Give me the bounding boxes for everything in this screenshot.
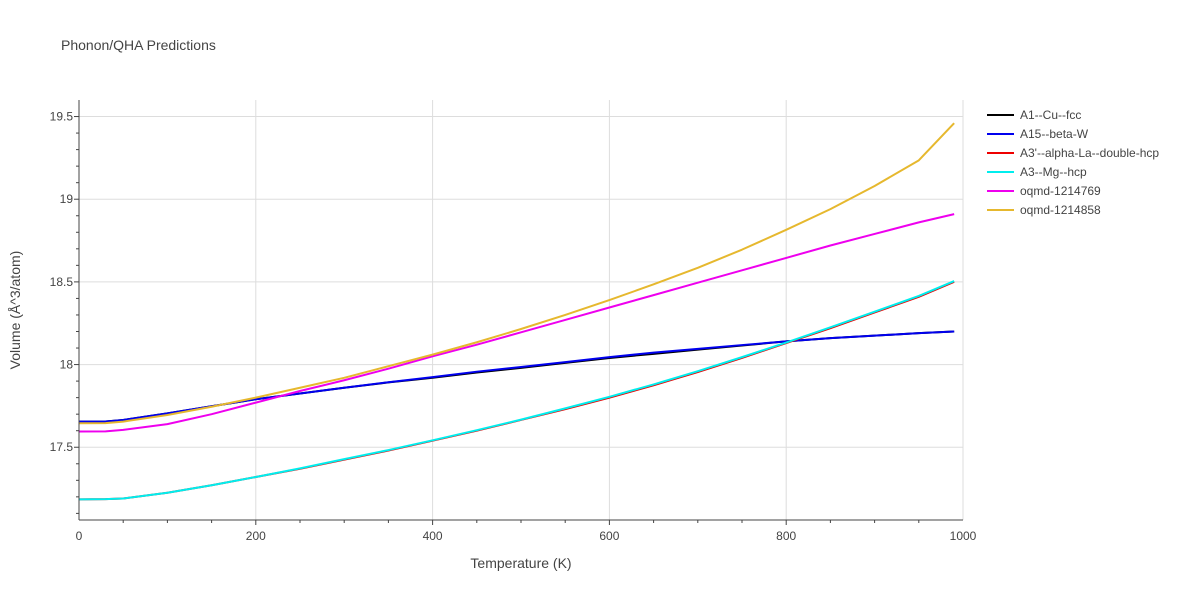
y-tick-label: 19.5 — [50, 110, 74, 124]
series-line-2 — [78, 330, 955, 423]
series-line-1 — [78, 330, 955, 423]
series-line-6 — [78, 122, 955, 425]
y-axis-ticks: 17.5 18 18.5 19 19.5 — [50, 110, 79, 514]
legend-item-label: A1--Cu--fcc — [1020, 108, 1081, 122]
x-axis-ticks: 0 200 400 600 800 1000 — [76, 520, 977, 543]
y-tick-label: 19 — [60, 192, 74, 206]
x-tick-label: 200 — [246, 529, 266, 543]
chart-title: Phonon/QHA Predictions — [61, 37, 216, 53]
series-line-5 — [78, 213, 955, 433]
x-tick-label: 0 — [76, 529, 83, 543]
x-axis-title: Temperature (K) — [470, 555, 571, 571]
grid — [79, 100, 964, 520]
x-tick-label: 600 — [599, 529, 619, 543]
legend-item-label: A3--Mg--hcp — [1020, 165, 1087, 179]
y-tick-label: 18 — [60, 358, 74, 372]
x-tick-label: 800 — [776, 529, 796, 543]
legend-item-label: oqmd-1214769 — [1020, 184, 1101, 198]
legend-item-label: A15--beta-W — [1020, 127, 1089, 141]
legend-item-label: A3'--alpha-La--double-hcp — [1020, 146, 1159, 160]
series-line-3 — [78, 280, 955, 501]
legend: A1--Cu--fcc A15--beta-W A3'--alpha-La--dou… — [987, 108, 1159, 217]
axes — [78, 100, 963, 521]
y-tick-label: 18.5 — [50, 275, 74, 289]
x-tick-label: 1000 — [950, 529, 977, 543]
series-line-4 — [78, 280, 955, 501]
x-tick-label: 400 — [423, 529, 443, 543]
plot-area — [78, 122, 955, 501]
y-tick-label: 17.5 — [50, 440, 74, 454]
y-axis-title: Volume (Å^3/atom) — [7, 251, 23, 370]
legend-item-label: oqmd-1214858 — [1020, 203, 1101, 217]
